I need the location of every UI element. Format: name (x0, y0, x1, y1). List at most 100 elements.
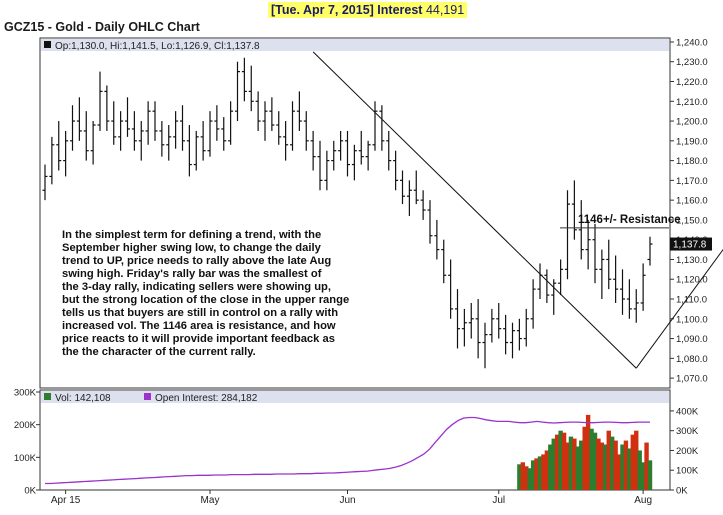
volume-left-tick-label: 200K (14, 420, 37, 431)
annotation-line: September higher swing low, to change th… (62, 242, 322, 254)
x-tick-label: Jun (339, 495, 355, 506)
volume-bar (637, 450, 642, 490)
ohlc-bar (365, 140, 371, 171)
ohlc-bar (647, 236, 653, 266)
x-axis: Apr 15MayJunJulAugSep (51, 490, 652, 506)
ohlc-bar (56, 121, 62, 171)
price-y-axis: 1,240.0 1,230.0 1,220.0 1,210.0 1,200.0 1,190… (670, 37, 708, 385)
ohlc-bar (228, 101, 234, 145)
trendline (635, 248, 723, 369)
volume-bar (558, 430, 563, 490)
ohlc-bar (193, 130, 199, 171)
volume-bar (565, 442, 570, 490)
y-tick-label: 1,230.0 (676, 57, 708, 68)
chart-title: GCZ15 - Gold - Daily OHLC Chart (4, 20, 200, 34)
volume-bar (623, 440, 629, 490)
ohlc-bar (592, 223, 598, 284)
ohlc-bar (331, 140, 337, 171)
ohlc-bar (406, 180, 412, 216)
ohlc-bar (221, 117, 227, 151)
ohlc-bar (166, 125, 172, 161)
ohlc-bar (303, 111, 309, 151)
ohlc-bar (482, 322, 488, 369)
volume-bar (524, 466, 529, 490)
volume-left-tick-label: 100K (14, 453, 37, 464)
volume-right-tick-label: 100K (676, 466, 699, 477)
annotation-line: increased vol. The 1146 area is resistan… (62, 320, 336, 332)
ohlc-bar (262, 101, 268, 141)
last-price-tag: 1,137.8 (670, 237, 712, 251)
volume-legend: Vol: 142,108 (55, 393, 111, 404)
volume-right-tick-label: 400K (676, 406, 699, 417)
volume-bar (585, 414, 591, 490)
oi-legend-swatch (144, 393, 151, 400)
annotation-line: the the character of the current rally. (62, 346, 256, 358)
ohlc-bar (138, 121, 144, 161)
volume-bar (561, 432, 567, 490)
ohlc-bar (180, 105, 185, 151)
volume-bar (616, 454, 622, 490)
ohlc-bar (97, 71, 103, 131)
y-tick-label: 1,130.0 (676, 255, 708, 266)
ohlc-bar (118, 111, 124, 151)
volume-bar (647, 460, 653, 490)
header-date: [Tue. Apr 7, 2015] (271, 3, 374, 17)
volume-right-tick-label: 0K (676, 486, 688, 497)
ohlc-bar (413, 170, 419, 205)
ohlc-bar (441, 239, 447, 284)
resistance-label: 1146+/- Resistance (578, 214, 681, 226)
y-tick-label: 1,080.0 (676, 354, 708, 365)
ohlc-bar (283, 121, 289, 161)
annotation-line: the 3-day rally, indicating sellers were… (62, 281, 331, 293)
ohlc-bar (420, 190, 426, 220)
x-tick-label: Jul (492, 495, 505, 506)
volume-bar (596, 438, 601, 490)
volume-bar (599, 442, 605, 490)
ohlc-bar (633, 289, 639, 323)
ohlc-bar (296, 91, 302, 131)
price-legend-swatch (44, 41, 51, 48)
ohlc-bar (461, 308, 467, 347)
volume-bar (630, 434, 636, 490)
ohlc-bar (42, 164, 48, 201)
ohlc-bar (152, 101, 158, 141)
ohlc-bars (42, 57, 653, 369)
trendline (312, 51, 637, 369)
volume-bar (609, 436, 615, 490)
ohlc-bar (496, 302, 502, 339)
ohlc-bar (606, 239, 612, 290)
price-panel (39, 37, 671, 389)
volume-bar (603, 444, 608, 490)
ohlc-bar (599, 249, 605, 300)
ohlc-bar (510, 322, 515, 359)
ohlc-bar (131, 111, 137, 151)
trendlines (312, 51, 723, 369)
annotation-line: tells us that buyers are still in contro… (62, 307, 338, 319)
ohlc-bar (537, 263, 543, 300)
y-tick-label: 1,110.0 (676, 295, 707, 306)
ohlc-bar (269, 97, 275, 131)
volume-bar (627, 448, 632, 490)
volume-bar (530, 460, 536, 490)
y-tick-label: 1,190.0 (676, 136, 708, 147)
ohlc-bar (516, 318, 522, 351)
y-tick-label: 1,170.0 (676, 176, 708, 187)
ohlc-bar (255, 91, 261, 131)
volume-bar (517, 464, 522, 490)
ohlc-bar (125, 97, 130, 137)
volume-bar (520, 462, 526, 490)
ohlc-bar (571, 180, 577, 240)
volume-bar (640, 462, 646, 490)
ohlc-bar (207, 111, 213, 157)
ohlc-bar (351, 144, 357, 181)
volume-bar (613, 440, 618, 490)
volume-y-axes: 300K 200K 100K 0K 400K 300K 200K 100K 0K (14, 388, 699, 497)
volume-bar (606, 430, 611, 490)
volume-bar (548, 444, 553, 490)
volume-bar (534, 458, 539, 490)
y-tick-label: 1,200.0 (676, 117, 708, 128)
ohlc-bar (276, 111, 282, 145)
annotation-text: In the simplest term for defining a tren… (62, 229, 349, 358)
header-banner: [Tue. Apr 7, 2015] Interest 44,191 (268, 2, 468, 18)
y-tick-label: 1,120.0 (676, 275, 708, 286)
